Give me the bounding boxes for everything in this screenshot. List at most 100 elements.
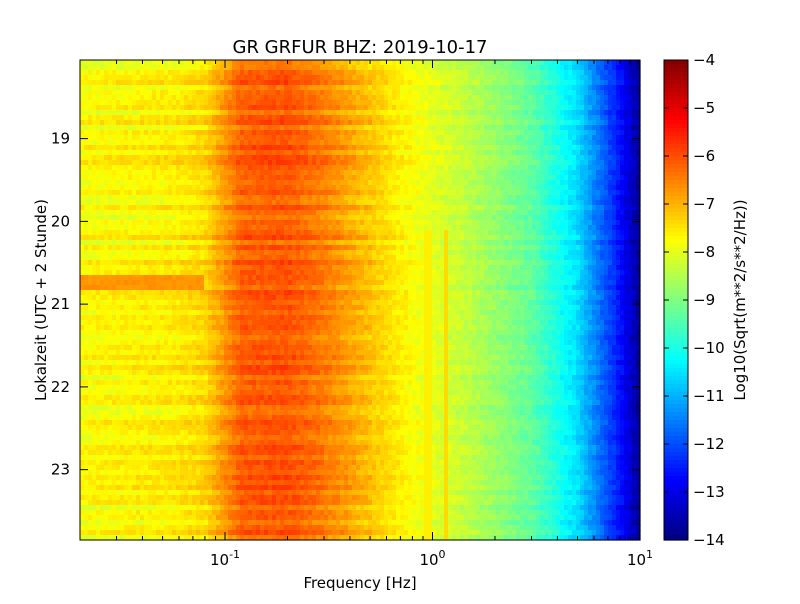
heatmap-cell: [500, 140, 505, 146]
heatmap-cell: [248, 185, 253, 191]
heatmap-cell: [560, 150, 565, 156]
heatmap-cell: [160, 190, 165, 196]
heatmap-cell: [420, 215, 425, 221]
heatmap-cell: [484, 135, 489, 141]
heatmap-cell: [632, 70, 637, 76]
heatmap-cell: [108, 230, 113, 236]
heatmap-cell: [396, 135, 401, 141]
heatmap-cell: [512, 145, 517, 151]
heatmap-cell: [184, 190, 189, 196]
heatmap-cell: [320, 140, 325, 146]
heatmap-cell: [568, 105, 573, 111]
heatmap-cell: [96, 100, 101, 106]
heatmap-cell: [196, 155, 201, 161]
heatmap-cell: [524, 85, 529, 91]
heatmap-cell: [268, 165, 273, 171]
heatmap-cell: [172, 200, 177, 206]
heatmap-cell: [104, 85, 109, 91]
heatmap-cell: [176, 100, 181, 106]
heatmap-cell: [540, 90, 545, 96]
heatmap-cell: [244, 90, 249, 96]
heatmap-cell: [624, 165, 629, 171]
heatmap-cell: [384, 125, 389, 131]
heatmap-cell: [520, 205, 525, 211]
heatmap-cell: [184, 90, 189, 96]
heatmap-cell: [552, 135, 557, 141]
heatmap-cell: [320, 175, 325, 181]
heatmap-cell: [192, 220, 197, 226]
heatmap-cell: [96, 135, 101, 141]
heatmap-cell: [276, 225, 281, 231]
heatmap-cell: [460, 185, 465, 191]
heatmap-cell: [216, 190, 221, 196]
heatmap-cell: [332, 115, 337, 121]
heatmap-cell: [536, 175, 541, 181]
heatmap-cell: [200, 200, 205, 206]
heatmap-cell: [240, 150, 245, 156]
heatmap-cell: [584, 230, 589, 236]
heatmap-cell: [252, 170, 257, 176]
heatmap-cell: [204, 60, 209, 66]
heatmap-cell: [592, 165, 597, 171]
heatmap-cell: [156, 130, 161, 136]
heatmap-cell: [328, 110, 333, 116]
heatmap-cell: [372, 65, 377, 71]
heatmap-cell: [160, 95, 165, 101]
heatmap-cell: [360, 75, 365, 81]
heatmap-cell: [344, 200, 349, 206]
heatmap-cell: [568, 175, 573, 181]
heatmap-cell: [344, 120, 349, 126]
heatmap-cell: [104, 160, 109, 166]
heatmap-cell: [256, 80, 261, 86]
heatmap-cell: [588, 60, 593, 66]
heatmap-cell: [92, 70, 97, 76]
heatmap-cell: [560, 230, 565, 236]
heatmap-cell: [232, 60, 237, 66]
heatmap-cell: [116, 90, 121, 96]
heatmap-cell: [152, 75, 157, 81]
heatmap-cell: [568, 205, 573, 211]
heatmap-cell: [272, 210, 277, 216]
heatmap-cell: [440, 130, 445, 136]
heatmap-cell: [424, 185, 429, 191]
heatmap-cell: [424, 80, 429, 86]
heatmap-cell: [156, 225, 161, 231]
heatmap-cell: [488, 215, 493, 221]
heatmap-cell: [396, 140, 401, 146]
heatmap-cell: [324, 160, 329, 166]
heatmap-cell: [380, 115, 385, 121]
heatmap-cell: [168, 110, 173, 116]
heatmap-cell: [436, 170, 441, 176]
heatmap-cell: [600, 80, 605, 86]
heatmap-cell: [512, 115, 517, 121]
heatmap-cell: [288, 205, 293, 211]
heatmap-cell: [128, 200, 133, 206]
heatmap-cell: [88, 75, 93, 81]
heatmap-cell: [568, 135, 573, 141]
heatmap-cell: [520, 110, 525, 116]
heatmap-cell: [448, 110, 453, 116]
heatmap-cell: [256, 180, 261, 186]
heatmap-cell: [176, 190, 181, 196]
heatmap-cell: [424, 210, 429, 216]
heatmap-cell: [324, 135, 329, 141]
heatmap-cell: [172, 185, 177, 191]
heatmap-cell: [144, 230, 149, 236]
heatmap-cell: [296, 140, 301, 146]
heatmap-cell: [368, 205, 373, 211]
heatmap-cell: [580, 110, 585, 116]
heatmap-cell: [480, 140, 485, 146]
heatmap-cell: [120, 60, 125, 66]
heatmap-cell: [172, 195, 177, 201]
heatmap-cell: [612, 205, 617, 211]
heatmap-cell: [180, 145, 185, 151]
heatmap-cell: [416, 145, 421, 151]
heatmap-cell: [424, 70, 429, 76]
heatmap-cell: [276, 100, 281, 106]
heatmap-cell: [376, 200, 381, 206]
heatmap-cell: [368, 100, 373, 106]
heatmap-cell: [172, 190, 177, 196]
heatmap-cell: [156, 60, 161, 66]
heatmap-cell: [292, 125, 297, 131]
heatmap-cell: [124, 175, 129, 181]
